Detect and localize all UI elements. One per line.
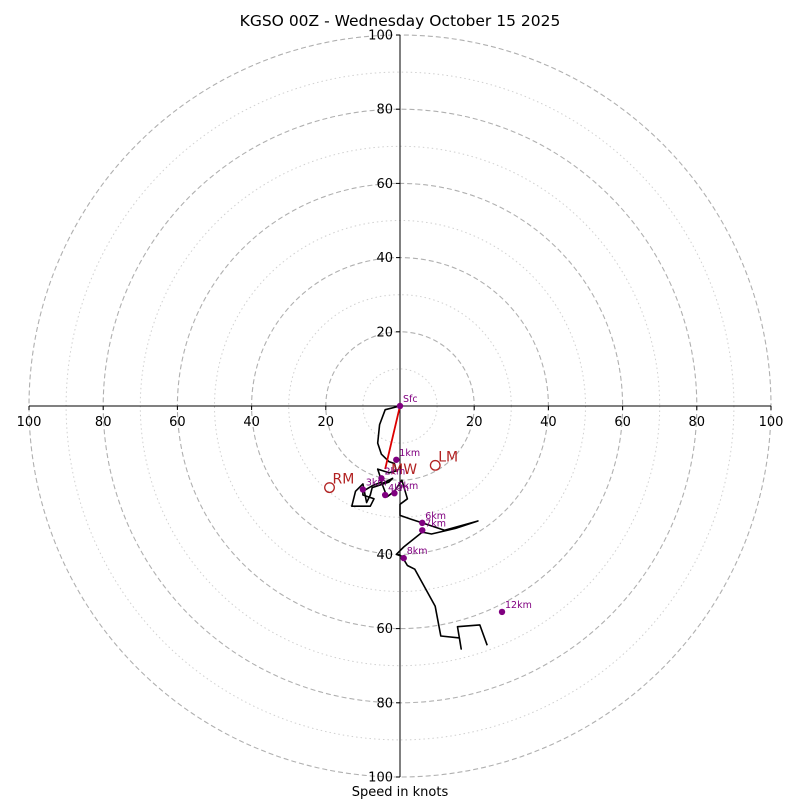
height-marker-label: 7km [425,518,446,529]
x-tick-label: 60 [169,415,186,430]
height-marker-label: 2km [384,466,405,477]
height-marker-7km [419,527,426,534]
storm-motion-label: LM [438,449,458,465]
height-marker-4km [381,491,389,499]
y-tick-label: 40 [376,548,393,563]
y-tick-label: 80 [376,696,393,711]
height-marker-label: 6km [425,511,446,522]
storm-motion-rm [324,482,335,494]
height-marker-label: 8km [407,546,428,557]
height-marker-label: 5km [397,481,418,492]
x-axis-label: Speed in knots [352,785,449,800]
x-tick-label: 60 [614,415,631,430]
x-tick-label: 40 [243,415,260,430]
height-marker-1km [393,456,400,463]
height-marker-3km [359,486,367,493]
tick-labels: 100 80 60 40 20 20 40 60 80 100 100 80 60 40 20 40 60 80 1… [17,29,784,786]
mean-wind-group: MW [384,405,417,478]
storm-motion-label: RM [333,472,355,488]
x-tick-label: 100 [759,415,784,430]
height-marker-6km [419,519,426,527]
chart-title: KGSO 00Z - Wednesday October 15 2025 [240,12,561,30]
y-tick-label: 60 [376,177,393,192]
height-marker-label: Sfc [403,394,418,405]
storm-motion-lm [429,459,441,471]
height-marker-5km [391,489,398,497]
height-marker-Sfc [396,402,404,410]
storm-motion-group: RM LM [324,449,458,494]
x-tick-label: 100 [17,415,42,430]
y-tick-label: 100 [368,29,393,44]
height-marker-12km [498,608,506,616]
hodograph-trace [350,405,488,650]
y-tick-label: 60 [376,622,393,637]
height-marker-8km [400,554,407,562]
hodograph-trace-group [350,405,488,650]
y-tick-label: 100 [368,771,393,786]
height-marker-2km [378,475,385,482]
x-tick-label: 20 [466,415,483,430]
height-marker-label: 3km [366,477,387,488]
height-marker-label: 4km [388,483,409,494]
mean-wind-vector [384,405,401,470]
height-marker-label: 1km [399,448,420,459]
y-tick-label: 20 [376,325,393,340]
y-tick-label: 40 [376,251,393,266]
x-tick-label: 20 [318,415,335,430]
x-tick-label: 80 [95,415,112,430]
x-tick-label: 80 [689,415,706,430]
mean-wind-label: MW [391,462,417,478]
y-tick-label: 80 [376,103,393,118]
x-tick-label: 40 [540,415,557,430]
height-marker-label: 12km [505,600,532,611]
